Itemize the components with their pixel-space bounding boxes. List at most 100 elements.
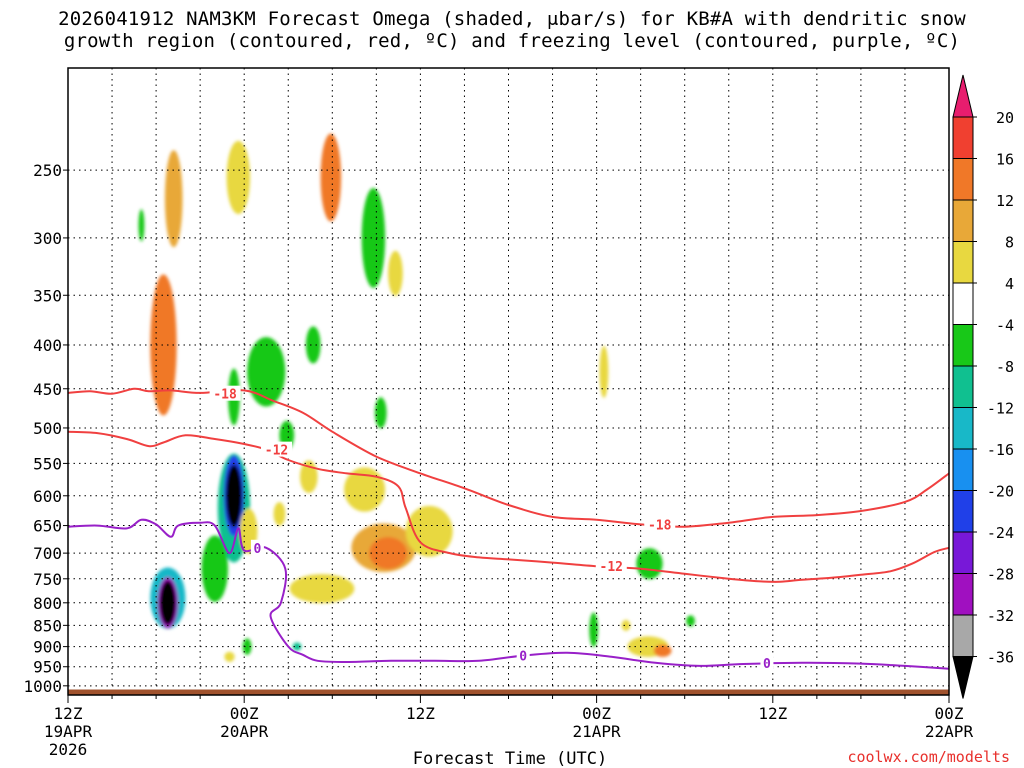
omega-cell-2 <box>138 209 145 242</box>
contour-label: -12 <box>265 444 288 459</box>
omega-cell-9 <box>374 397 387 429</box>
y-tick-label: 950 <box>33 658 62 677</box>
y-tick-label: 250 <box>33 161 62 180</box>
y-tick-label: 650 <box>33 517 62 536</box>
x-tick-date: 22APR <box>925 722 974 741</box>
x-tick-label: 12Z <box>406 704 435 723</box>
omega-cell-13 <box>344 467 386 512</box>
y-axis-ticks: 250 300 350 400 450 500 550 600 650 700 750 800 850 9… <box>23 161 68 696</box>
contour-label-bg <box>644 516 676 532</box>
colorbar-bin <box>952 282 974 325</box>
x-tick-label: 12Z <box>54 704 83 723</box>
x-tick-date: 19APR <box>44 722 93 741</box>
x-tick-date: 20APR <box>220 722 269 741</box>
omega-cell-5 <box>305 326 321 364</box>
colorbar-label: -12 <box>987 400 1014 418</box>
y-tick-label: 850 <box>33 616 62 635</box>
omega-cell-16 <box>405 505 453 557</box>
omega-cell-32 <box>589 612 599 648</box>
omega-cell-0 <box>150 274 177 416</box>
colorbar-bin <box>952 448 974 491</box>
colorbar-label: -16 <box>987 441 1014 459</box>
omega-cell-35 <box>686 615 695 627</box>
grid-lines <box>68 68 949 695</box>
contour-dgz-minus12 <box>68 430 949 583</box>
y-tick-label: 450 <box>33 380 62 399</box>
omega-cell-29 <box>242 638 252 655</box>
colorbar-label: 8 <box>1005 234 1014 252</box>
y-tick-label: 800 <box>33 594 62 613</box>
colorbar-label: -32 <box>987 607 1014 625</box>
omega-cell-12 <box>273 502 286 526</box>
omega-cell-34 <box>653 644 672 657</box>
colorbar-label: -20 <box>987 483 1014 501</box>
contour-freezing-level <box>68 518 949 670</box>
y-tick-label: 300 <box>33 229 62 248</box>
contour-layer: -18 -12 -18 -12 0 0 0 <box>68 385 949 672</box>
colorbar-bin <box>952 116 974 159</box>
y-tick-label: 900 <box>33 638 62 657</box>
contour-label-bg <box>261 441 293 457</box>
omega-shading-layer <box>138 133 695 662</box>
colorbar-bin <box>952 531 974 574</box>
contour-label-bg <box>595 558 627 574</box>
colorbar-label: 4 <box>1005 275 1014 293</box>
colorbar-label: 20 <box>996 109 1014 127</box>
contour-label: -18 <box>648 518 672 533</box>
omega-cell-31 <box>636 548 663 580</box>
x-tick-date: 21APR <box>573 722 622 741</box>
colorbar-label: -8 <box>996 358 1014 376</box>
colorbar-bin <box>952 365 974 408</box>
contour-label: 0 <box>763 657 771 672</box>
colorbar-label: -28 <box>987 566 1014 584</box>
colorbar-label: -24 <box>987 524 1014 542</box>
omega-cell-28 <box>224 651 235 662</box>
contour-label-bg <box>209 385 241 401</box>
credit-text: coolwx.com/modelts <box>847 748 1010 766</box>
colorbar-bin <box>952 158 974 201</box>
terrain-surface <box>68 689 949 695</box>
colorbar-bin <box>952 199 974 242</box>
omega-cell-30 <box>599 345 609 398</box>
contour-label: -18 <box>213 388 237 403</box>
contour-label: 0 <box>519 650 527 665</box>
omega-cell-24 <box>201 535 229 602</box>
title-line-2: growth region (contoured, red, ºC) and f… <box>63 30 961 52</box>
colorbar-bin <box>952 74 974 118</box>
x-tick-label: 00Z <box>935 704 964 723</box>
x-axis-label: Forecast Time (UTC) <box>413 749 607 768</box>
contour-label-bg <box>250 539 264 555</box>
colorbar-bin <box>952 241 974 284</box>
title-line-1: 2026041912 NAM3KM Forecast Omega (shaded… <box>58 8 966 30</box>
y-tick-label: 500 <box>33 419 62 438</box>
x-tick-label: 00Z <box>582 704 611 723</box>
contour-label: 0 <box>254 542 262 557</box>
x-tick-year: 2026 <box>49 740 88 759</box>
omega-cell-8 <box>388 250 403 296</box>
colorbar-label: 12 <box>996 192 1014 210</box>
contour-dgz-minus18 <box>68 387 949 528</box>
omega-cell-1 <box>164 150 183 248</box>
contour-label: -12 <box>600 560 623 575</box>
y-tick-label: 700 <box>33 544 62 563</box>
omega-cell-6 <box>320 133 342 222</box>
y-tick-label: 1000 <box>23 677 62 696</box>
x-tick-label: 12Z <box>758 704 787 723</box>
colorbar-bin <box>952 573 974 616</box>
colorbar-bin <box>952 324 974 367</box>
omega-cell-27 <box>292 642 302 651</box>
y-tick-label: 400 <box>33 336 62 355</box>
colorbar-label: -4 <box>996 317 1014 335</box>
contour-label-bg <box>760 654 774 670</box>
omega-cell-36 <box>621 619 631 631</box>
omega-cell-4 <box>247 337 286 407</box>
omega-cell-7 <box>361 188 386 288</box>
omega-cell-17 <box>289 574 355 604</box>
colorbar-label: 16 <box>996 151 1014 169</box>
contour-label-bg <box>516 647 530 663</box>
y-tick-label: 600 <box>33 487 62 506</box>
omega-cell-3 <box>226 140 251 215</box>
y-tick-label: 750 <box>33 570 62 589</box>
colorbar-bin <box>952 490 974 533</box>
